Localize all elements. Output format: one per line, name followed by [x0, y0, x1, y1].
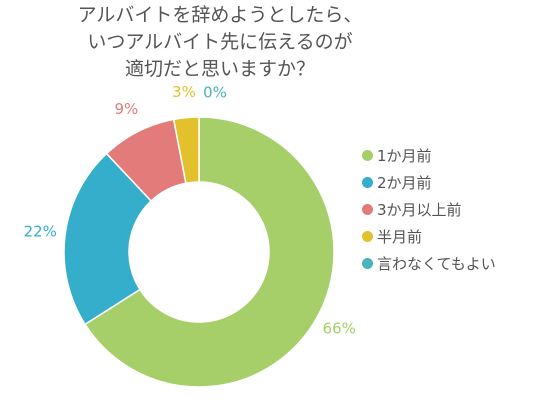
- chart-title-line-1: アルバイトを辞めようとしたら、: [77, 4, 363, 26]
- legend-swatch-3: [362, 204, 373, 215]
- donut-slice-4: [172, 116, 200, 185]
- legend-label-5: 言わなくてもよい: [377, 255, 496, 273]
- data-label-4: 3%: [172, 83, 196, 101]
- legend-swatch-4: [362, 231, 373, 242]
- legend-swatch-5: [362, 258, 373, 269]
- legend-item-5: 言わなくてもよい: [362, 250, 496, 277]
- chart-title-line-2: いつアルバイト先に伝えるのが: [87, 31, 353, 53]
- donut-slice-1: [83, 116, 335, 388]
- data-label-5: 0%: [203, 83, 227, 101]
- legend-item-1: 1か月前: [362, 142, 496, 169]
- legend-swatch-2: [362, 177, 373, 188]
- donut-slice-2: [63, 152, 153, 326]
- legend-label-2: 2か月前: [377, 174, 432, 192]
- data-label-3: 9%: [114, 100, 138, 118]
- legend-label-1: 1か月前: [377, 147, 432, 165]
- data-label-2: 22%: [24, 222, 57, 240]
- legend-item-3: 3か月以上前: [362, 196, 496, 223]
- data-label-1: 66%: [323, 320, 356, 338]
- legend-swatch-1: [362, 150, 373, 161]
- chart-title: アルバイトを辞めようとしたら、 いつアルバイト先に伝えるのが 適切だと思いますか…: [60, 2, 380, 83]
- legend-item-2: 2か月前: [362, 169, 496, 196]
- legend-item-4: 半月前: [362, 223, 496, 250]
- chart-legend: 1か月前 2か月前 3か月以上前 半月前言わなくてもよい: [362, 142, 496, 277]
- legend-label-3: 3か月以上前: [377, 201, 462, 219]
- chart-title-line-3: 適切だと思いますか？: [124, 58, 315, 80]
- legend-label-4: 半月前: [377, 228, 423, 246]
